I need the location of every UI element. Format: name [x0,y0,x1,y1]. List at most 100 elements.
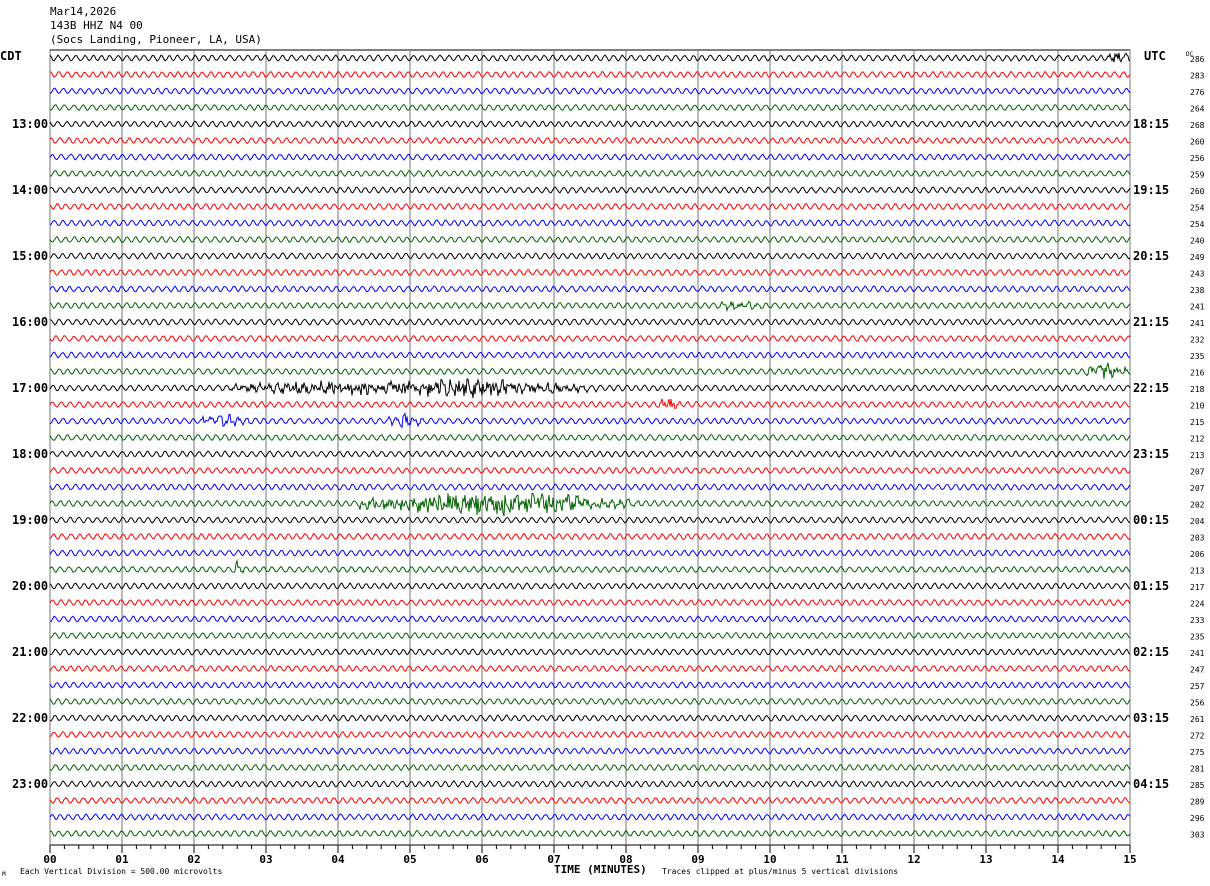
seismic-trace [49,202,1131,211]
right-hour-label: 04:15 [1133,777,1169,791]
seismic-trace [49,714,1131,722]
date-label: Mar14,2026 [50,5,117,18]
dc-value-label: 285 [1190,781,1205,790]
left-hour-label: 21:00 [12,645,48,659]
right-hour-label: 23:15 [1133,447,1169,461]
left-hour-label: 16:00 [12,315,48,329]
dc-value-label: 283 [1190,72,1205,81]
dc-value-label: 213 [1190,451,1205,460]
seismic-trace [49,103,1131,112]
x-tick-label: 03 [259,853,272,866]
x-tick-label: 12 [907,853,920,866]
dc-value-label: 204 [1190,517,1205,526]
right-timezone-label: UTC [1144,49,1166,63]
left-hour-label: 19:00 [12,513,48,527]
seismic-trace [49,747,1131,755]
seismic-trace [49,136,1131,145]
seismic-trace [49,120,1131,128]
dc-value-label: 202 [1190,501,1205,510]
seismic-trace [49,582,1131,590]
x-tick-label: 14 [1051,853,1065,866]
right-hour-label: 21:15 [1133,315,1169,329]
dc-value-label: 256 [1190,699,1205,708]
seismic-trace [49,681,1131,689]
dc-value-label: 235 [1190,352,1205,361]
seismic-trace [49,351,1131,359]
dc-value-label: 218 [1190,385,1205,394]
left-hour-label: 14:00 [12,183,48,197]
scale-note: Each Vertical Division = 500.00 microvol… [20,867,222,876]
seismic-trace [49,285,1131,293]
x-tick-label: 11 [835,853,849,866]
right-hour-label: 18:15 [1133,117,1169,131]
left-timezone-label: CDT [0,49,22,63]
right-hour-label: 00:15 [1133,513,1169,527]
dc-value-label: 240 [1190,237,1205,246]
seismic-trace [49,153,1131,161]
seismic-trace [49,300,1131,313]
corner-mark: M [2,871,6,878]
dc-value-label: 247 [1190,666,1205,675]
right-hour-label: 19:15 [1133,183,1169,197]
dc-value-label: 254 [1190,220,1205,229]
seismic-trace [49,252,1131,260]
seismic-trace [49,483,1131,491]
x-tick-label: 13 [979,853,992,866]
dc-label: DC [1186,51,1194,58]
seismic-trace [49,664,1131,673]
dc-value-label: 296 [1190,814,1205,823]
right-hour-label: 03:15 [1133,711,1169,725]
dc-value-label: 260 [1190,187,1205,196]
dc-value-label: 276 [1190,88,1205,97]
dc-value-label: 281 [1190,765,1205,774]
seismic-trace [49,631,1131,640]
seismic-trace [49,169,1131,178]
x-tick-label: 05 [403,853,416,866]
dc-value-label: 216 [1190,369,1205,378]
seismic-trace [49,532,1131,541]
left-hour-label: 13:00 [12,117,48,131]
right-hour-label: 20:15 [1133,249,1169,263]
seismic-trace [49,450,1131,458]
seismic-trace [49,829,1131,838]
left-hour-label: 23:00 [12,777,48,791]
seismic-trace [49,412,1131,429]
x-tick-label: 02 [187,853,200,866]
left-hour-label: 18:00 [12,447,48,461]
right-hour-label: 02:15 [1133,645,1169,659]
x-tick-label: 08 [619,853,632,866]
dc-value-label: 261 [1190,715,1205,724]
dc-value-label: 232 [1190,336,1205,345]
dc-value-label: 233 [1190,616,1205,625]
x-axis-label: TIME (MINUTES) [554,863,647,876]
left-hour-label: 22:00 [12,711,48,725]
seismic-trace [49,219,1131,227]
seismic-trace [49,730,1131,739]
dc-value-label: 275 [1190,748,1205,757]
seismic-trace [49,615,1130,623]
seismic-trace [49,763,1131,772]
dc-value-label: 215 [1190,418,1205,427]
dc-value-label: 212 [1190,435,1205,444]
dc-value-label: 272 [1190,732,1205,741]
x-tick-label: 06 [475,853,489,866]
dc-value-label: 254 [1190,204,1205,213]
x-tick-label: 04 [331,853,345,866]
dc-value-label: 264 [1190,105,1205,114]
dc-value-label: 238 [1190,286,1205,295]
seismic-trace [49,398,1131,409]
seismic-trace [49,598,1131,607]
x-tick-label: 07 [547,853,560,866]
seismic-trace [49,796,1131,805]
dc-value-label: 210 [1190,402,1205,411]
dc-value-label: 235 [1190,633,1205,642]
x-tick-label: 00 [43,853,56,866]
x-tick-label: 01 [115,853,129,866]
seismic-trace [49,268,1131,277]
dc-value-label: 207 [1190,468,1205,477]
dc-value-label: 241 [1190,649,1205,658]
seismic-trace [49,433,1131,442]
dc-value-label: 286 [1190,55,1205,64]
seismic-trace [49,362,1131,379]
